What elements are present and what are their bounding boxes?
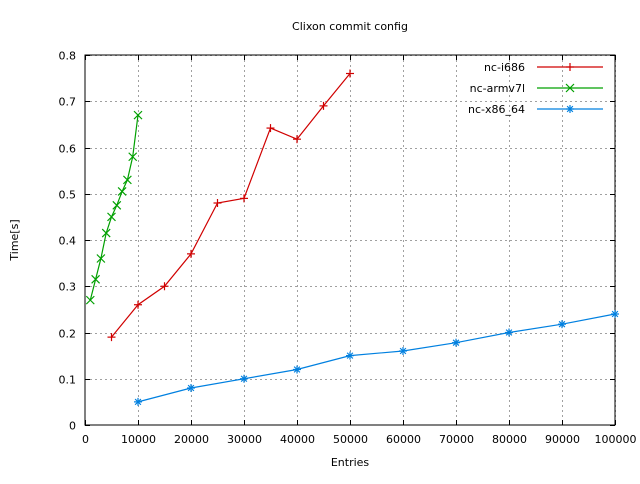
legend-item-nc-x86_64: nc-x86_64 <box>468 103 603 116</box>
y-tick-label: 0.7 <box>59 96 77 109</box>
data-point-marker <box>187 249 195 258</box>
x-tick-label: 90000 <box>545 433 580 446</box>
data-point-marker <box>160 282 169 291</box>
y-tick-label: 0.1 <box>59 374 77 387</box>
y-tick-label: 0.8 <box>59 50 77 63</box>
legend-marker-sample <box>566 63 574 71</box>
series-nc-x86_64 <box>134 310 619 406</box>
data-point-marker <box>117 187 127 196</box>
data-point-marker <box>213 199 222 207</box>
data-point-marker <box>134 300 142 309</box>
legend-item-nc-i686: nc-i686 <box>484 61 603 74</box>
x-tick-label: 80000 <box>492 433 527 446</box>
legend-item-nc-armv7l: nc-armv7l <box>470 82 603 95</box>
x-tick-label: 0 <box>82 433 89 446</box>
data-point-marker <box>240 194 248 203</box>
x-tick-label: 60000 <box>386 433 421 446</box>
legend-label: nc-armv7l <box>470 82 525 95</box>
data-point-marker <box>85 295 95 305</box>
data-point-marker <box>505 328 513 337</box>
x-tick-label: 40000 <box>280 433 315 446</box>
data-point-marker <box>101 228 111 238</box>
data-point-marker <box>107 212 116 222</box>
data-point-marker <box>112 200 122 210</box>
data-point-marker <box>133 110 143 120</box>
chart-title: Clixon commit config <box>292 20 408 33</box>
x-tick-label: 50000 <box>333 433 368 446</box>
x-tick-label: 30000 <box>227 433 262 446</box>
x-tick-label: 20000 <box>174 433 209 446</box>
y-axis-title: Time[s] <box>8 219 21 261</box>
data-point-marker <box>293 135 301 144</box>
plot-area-border <box>84 54 616 426</box>
chart-legend: nc-i686 nc-armv7l nc-x86_64 <box>468 61 603 116</box>
y-axis-tick-labels: 0 0.1 0.2 0.3 0.4 0.5 0.6 0.7 0.8 <box>59 50 77 433</box>
data-point-marker <box>293 365 301 374</box>
x-tick-label: 100000 <box>595 433 637 446</box>
series-line <box>137 313 616 403</box>
data-point-marker <box>128 152 138 162</box>
grid-layer <box>85 55 616 425</box>
series-line <box>111 73 351 338</box>
y-tick-label: 0.6 <box>59 143 77 156</box>
y-tick-label: 0.5 <box>59 189 77 202</box>
series-nc-armv7l <box>85 110 143 305</box>
x-axis-title: Entries <box>331 456 370 469</box>
data-point-marker <box>399 347 407 355</box>
data-point-marker <box>452 338 460 347</box>
data-point-marker <box>91 274 101 284</box>
data-point-marker <box>346 69 354 78</box>
y-tick-label: 0.4 <box>59 235 77 248</box>
data-point-marker <box>240 374 248 383</box>
legend-marker-sample <box>565 83 575 93</box>
legend-label: nc-x86_64 <box>468 103 525 116</box>
data-point-marker <box>187 384 195 392</box>
data-point-marker <box>319 101 328 110</box>
x-tick-label: 10000 <box>121 433 156 446</box>
data-point-marker <box>107 333 116 342</box>
data-point-marker <box>558 320 566 329</box>
y-tick-label: 0.3 <box>59 281 77 294</box>
x-tick-label: 70000 <box>439 433 474 446</box>
data-point-marker <box>96 254 106 263</box>
series-nc-i686 <box>107 69 354 342</box>
series-line <box>89 115 139 301</box>
data-point-marker <box>266 124 275 133</box>
legend-label: nc-i686 <box>484 61 525 74</box>
y-tick-label: 0 <box>69 420 76 433</box>
y-tick-label: 0.2 <box>59 328 77 341</box>
data-series-layer <box>85 69 619 406</box>
data-point-marker <box>346 351 354 360</box>
legend-marker-sample <box>566 105 574 113</box>
data-point-marker <box>134 397 142 406</box>
data-point-marker <box>122 175 132 185</box>
x-axis-tick-labels: 0 10000 20000 30000 40000 50000 60000 70000 8000… <box>82 433 637 446</box>
data-point-marker <box>611 310 619 318</box>
